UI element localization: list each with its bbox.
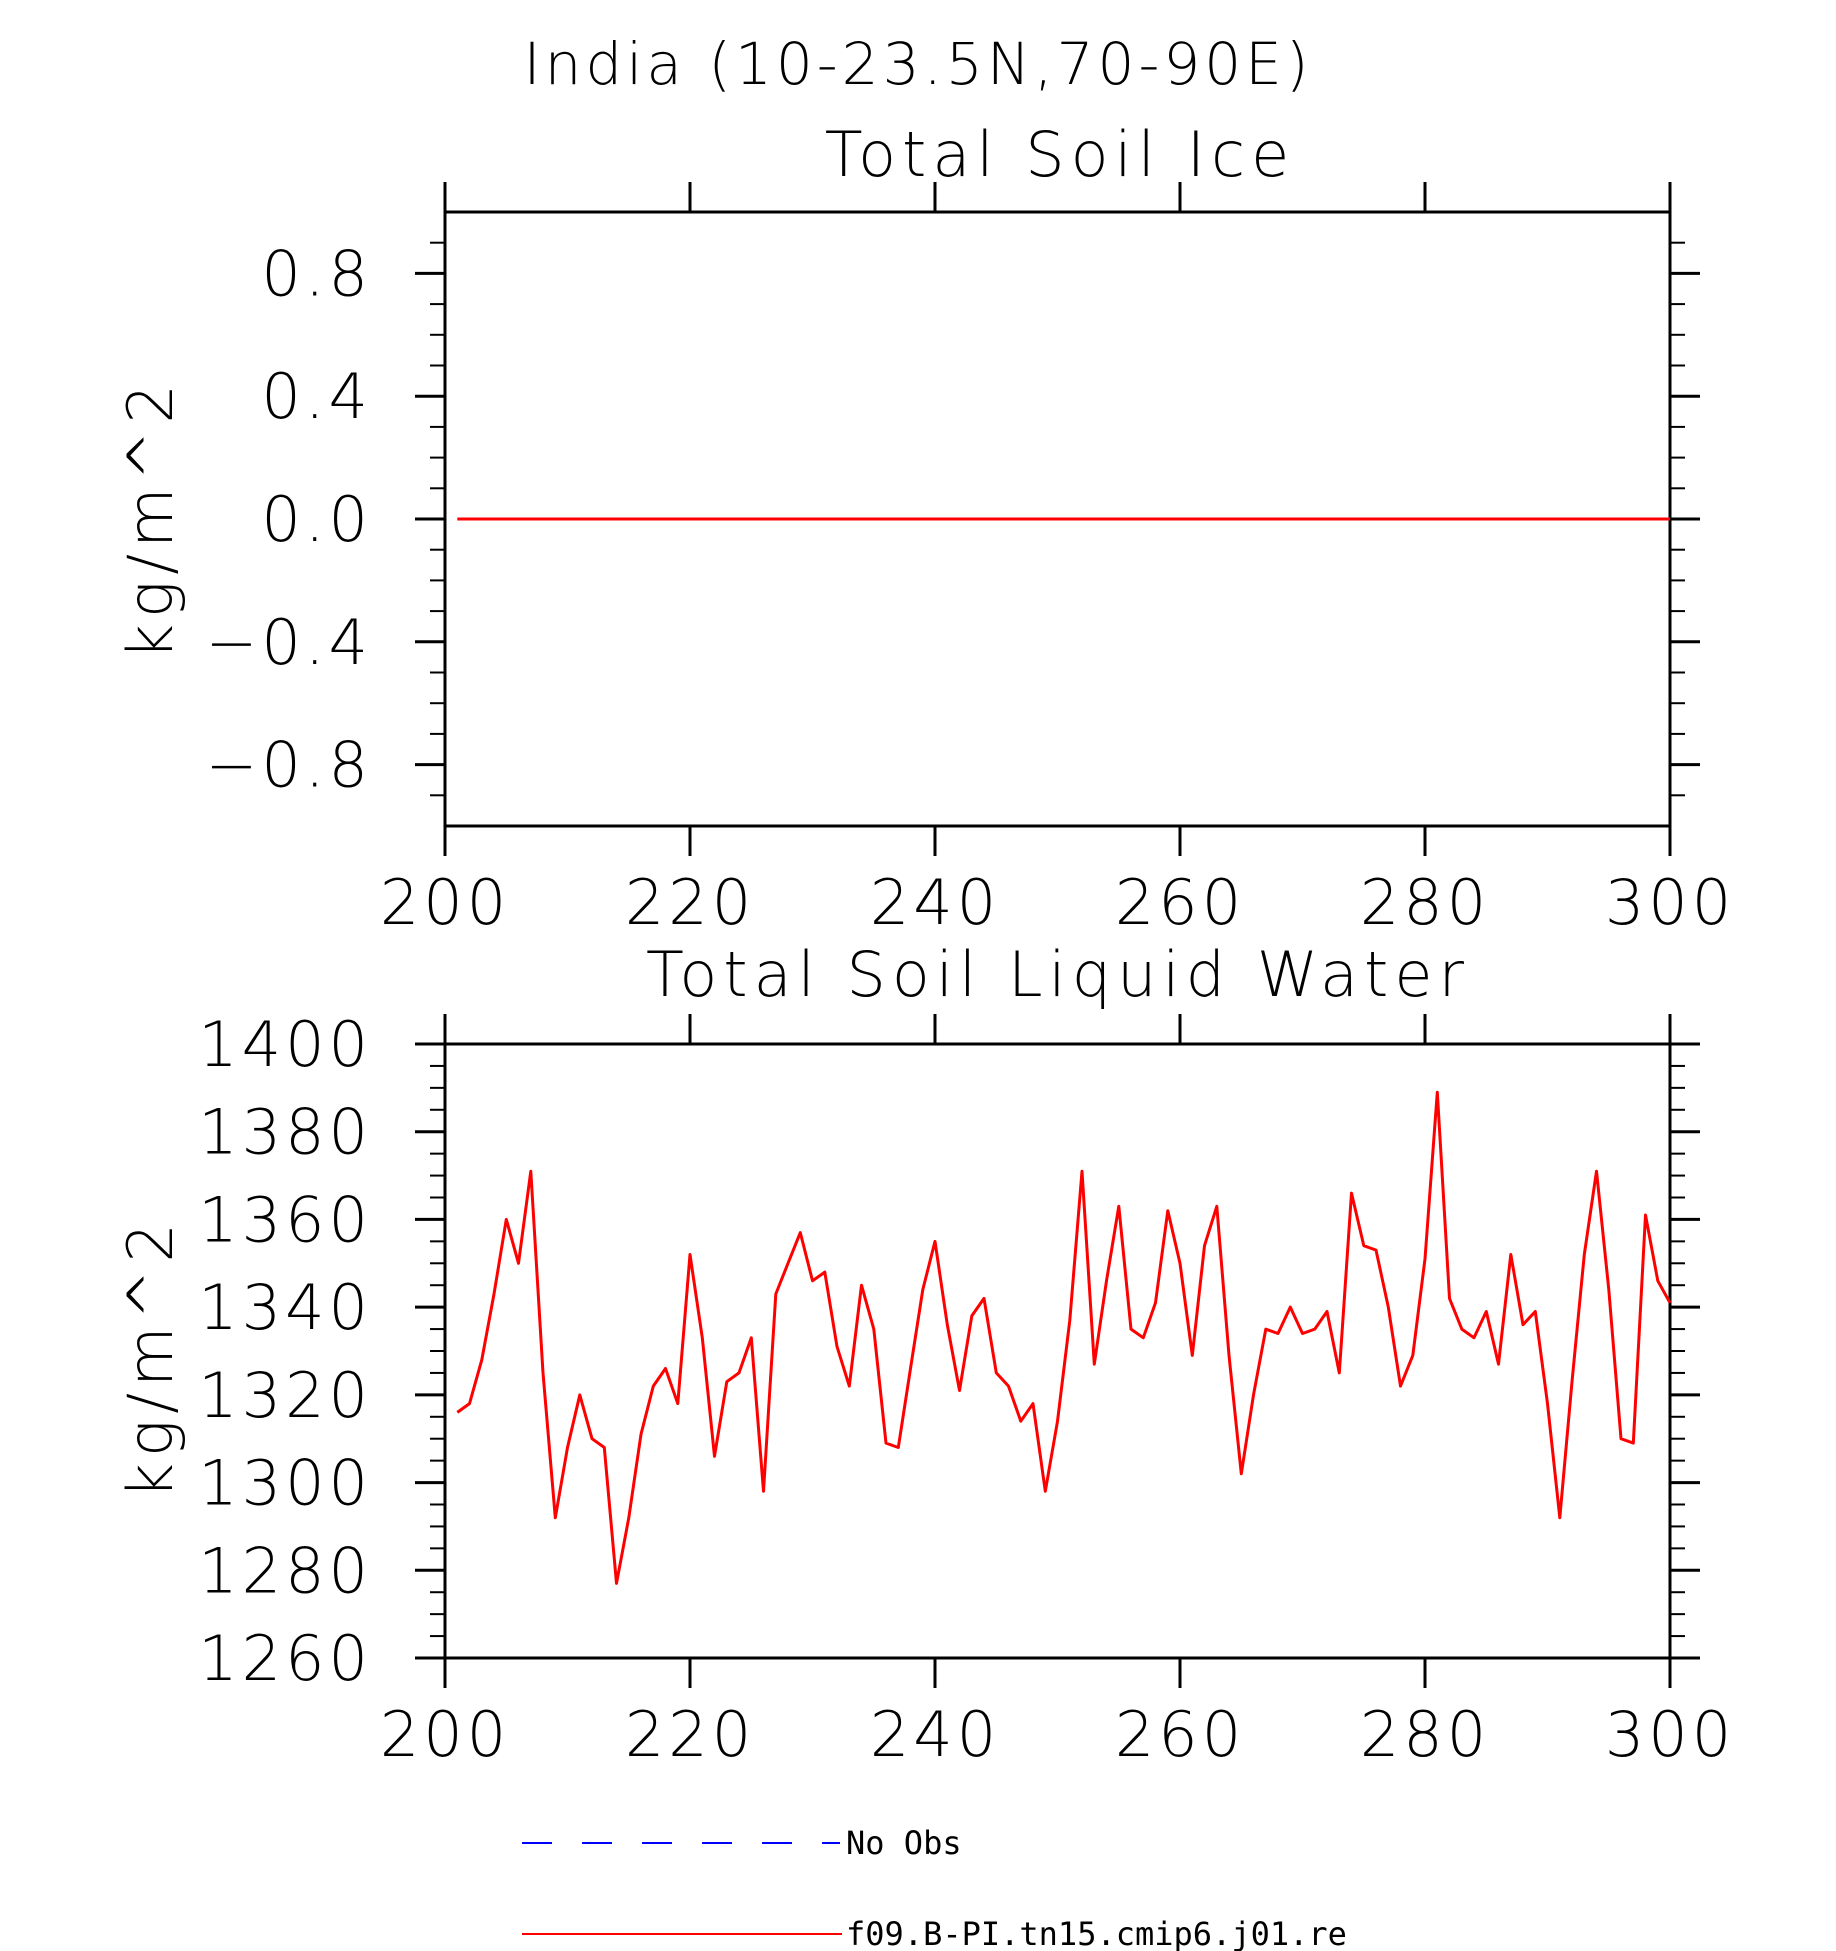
y-tick-label: 1380 xyxy=(198,1096,372,1169)
soil-liquid-water-title: Total Soil Liquid Water xyxy=(646,938,1470,1011)
figure-title: India (10-23.5N,70-90E) xyxy=(524,30,1313,98)
y-tick-label: 0.0 xyxy=(261,483,372,556)
y-tick-label: 0.8 xyxy=(261,237,372,310)
y-tick-label: 0.4 xyxy=(261,360,372,433)
x-tick-label: 240 xyxy=(870,866,1000,939)
y-tick-label: −0.4 xyxy=(205,606,372,679)
legend-label-no-obs: No Obs xyxy=(846,1824,962,1862)
soil-ice-panel: Total Soil Ice kg/m^2 200 220 240 260 280 300… xyxy=(114,118,1735,939)
x-tick-label: 200 xyxy=(380,1698,510,1771)
y-tick-label: 1340 xyxy=(198,1271,372,1344)
x-tick-label: 300 xyxy=(1605,866,1735,939)
x-tick-label: 280 xyxy=(1360,1698,1490,1771)
y-tick-label: 1300 xyxy=(198,1447,372,1520)
x-tick-label: 220 xyxy=(625,1698,755,1771)
series-line xyxy=(457,1092,1670,1583)
x-tick-label: 300 xyxy=(1605,1698,1735,1771)
y-tick-label: 1400 xyxy=(198,1008,372,1081)
soil-liquid-water-panel: Total Soil Liquid Water kg/m^2 200 220 240… xyxy=(114,938,1735,1771)
x-tick-label: 260 xyxy=(1115,866,1245,939)
x-tick-label: 220 xyxy=(625,866,755,939)
legend-label-model-run: f09.B-PI.tn15.cmip6.j01.re xyxy=(846,1915,1347,1951)
plot-frame xyxy=(445,1044,1670,1658)
soil-ice-ylabel: kg/m^2 xyxy=(114,378,187,660)
x-tick-label: 200 xyxy=(380,866,510,939)
y-tick-label: 1280 xyxy=(198,1534,372,1607)
x-tick-label: 280 xyxy=(1360,866,1490,939)
y-tick-label: 1260 xyxy=(198,1622,372,1695)
soil-ice-title: Total Soil Ice xyxy=(825,118,1295,191)
y-tick-label: −0.8 xyxy=(205,729,372,802)
soil-liquid-water-ylabel: kg/m^2 xyxy=(114,1217,187,1499)
x-tick-label: 260 xyxy=(1115,1698,1245,1771)
y-tick-label: 1320 xyxy=(198,1359,372,1432)
y-tick-label: 1360 xyxy=(198,1183,372,1256)
legend: No Obs f09.B-PI.tn15.cmip6.j01.re xyxy=(522,1824,1347,1951)
x-tick-label: 240 xyxy=(870,1698,1000,1771)
